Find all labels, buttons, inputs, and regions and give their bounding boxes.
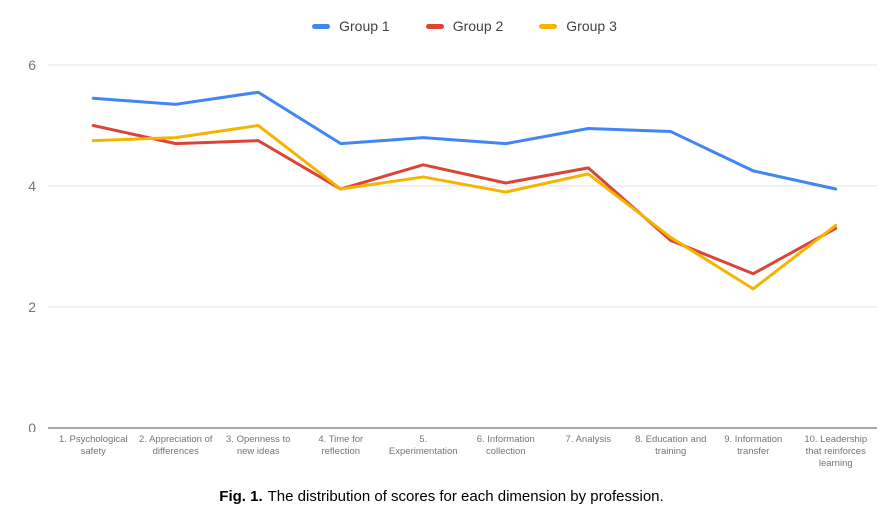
series-line-group-1 <box>91 90 838 191</box>
x-axis-category-label: 2. Appreciation of differences <box>139 434 213 457</box>
legend-item-group-1: Group 1 <box>312 18 390 34</box>
group-1-line-swatch-icon <box>312 23 331 29</box>
legend-item-group-2: Group 2 <box>425 18 504 34</box>
x-axis-category-label: 3. Openness to new ideas <box>226 434 291 457</box>
x-axis-category-label: 6. Information collection <box>476 434 535 457</box>
y-axis-tick-label: 4 <box>28 178 36 194</box>
series-line-group-3 <box>91 124 838 291</box>
x-axis-category-label: 8. Education and training <box>635 434 707 457</box>
figure-caption: Fig. 1. The distribution of scores for ea… <box>0 488 883 505</box>
series-line-group-2 <box>91 124 838 276</box>
line-chart-plot-area: 0 2 4 6 <box>28 57 877 432</box>
group-2-line-swatch-icon <box>425 23 444 29</box>
x-axis-category-label: 9. Information transfer <box>724 434 783 457</box>
legend-label-group-2: Group 2 <box>452 18 504 34</box>
x-axis-category-label: 7. Analysis <box>565 434 611 445</box>
group-3-line-swatch-icon <box>539 23 558 29</box>
legend-label-group-3: Group 3 <box>566 18 617 34</box>
figure-caption-number: Fig. 1. <box>219 488 263 505</box>
x-axis-labels: 1. Psychological safety 2. Appreciation o… <box>52 432 877 470</box>
x-axis-category-label: 5. Experimentation <box>388 434 458 457</box>
y-axis-tick-label: 2 <box>28 299 36 315</box>
y-axis-tick-label: 6 <box>28 57 36 73</box>
y-axis-tick-label: 0 <box>28 420 36 432</box>
legend-label-group-1: Group 1 <box>339 18 390 34</box>
legend-item-group-3: Group 3 <box>539 18 617 34</box>
figure-caption-text: The distribution of scores for each dime… <box>267 488 664 505</box>
x-axis-category-label: 4. Time for reflection <box>318 434 364 457</box>
chart-legend: Group 1 Group 2 Group 3 <box>52 18 877 34</box>
x-axis-category-label: 10. Leadership that reinforces learning <box>804 434 868 469</box>
x-axis-category-label: 1. Psychological safety <box>58 434 128 457</box>
